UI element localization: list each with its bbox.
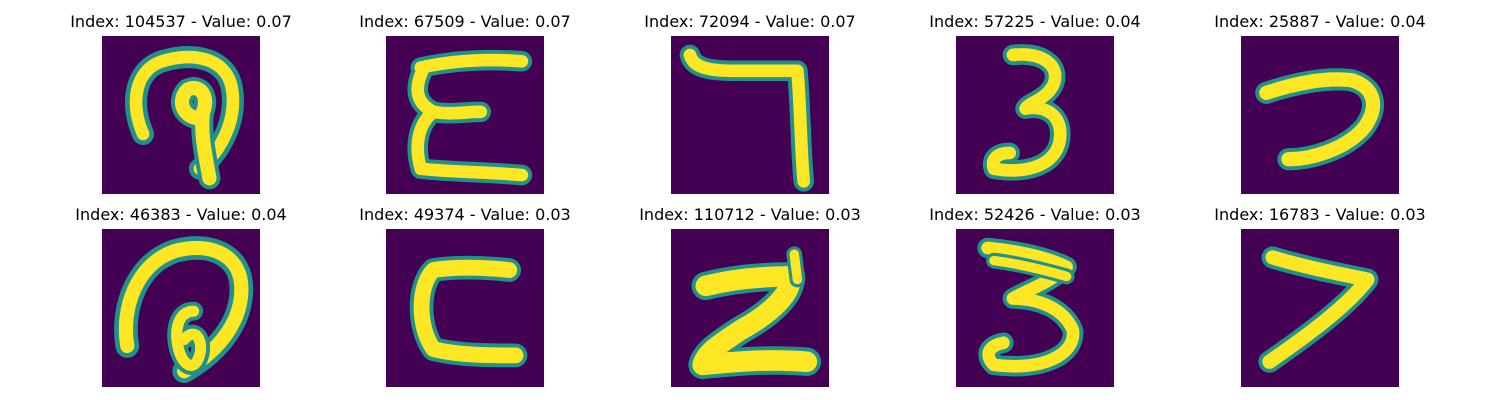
image-panel: Index: 52426 - Value: 0.03 xyxy=(893,205,1177,387)
glyph-image xyxy=(671,229,829,387)
glyph-image xyxy=(102,229,260,387)
glyph-image xyxy=(102,36,260,194)
panel-title: Index: 104537 - Value: 0.07 xyxy=(70,12,292,31)
panel-title: Index: 49374 - Value: 0.03 xyxy=(359,205,571,224)
image-panel: Index: 16783 - Value: 0.03 xyxy=(1178,205,1462,387)
glyph-image xyxy=(1241,229,1399,387)
image-panel: Index: 57225 - Value: 0.04 xyxy=(893,12,1177,194)
image-panel: Index: 104537 - Value: 0.07 xyxy=(39,12,323,194)
panel-title: Index: 46383 - Value: 0.04 xyxy=(75,205,287,224)
glyph-image xyxy=(956,36,1114,194)
glyph-image xyxy=(386,36,544,194)
image-panel: Index: 25887 - Value: 0.04 xyxy=(1178,12,1462,194)
glyph-image xyxy=(1241,36,1399,194)
image-panel: Index: 110712 - Value: 0.03 xyxy=(608,205,892,387)
glyph-image xyxy=(671,36,829,194)
panel-title: Index: 110712 - Value: 0.03 xyxy=(639,205,861,224)
panel-title: Index: 52426 - Value: 0.03 xyxy=(929,205,1141,224)
image-panel: Index: 72094 - Value: 0.07 xyxy=(608,12,892,194)
panel-title: Index: 67509 - Value: 0.07 xyxy=(359,12,571,31)
glyph-image xyxy=(956,229,1114,387)
panel-title: Index: 72094 - Value: 0.07 xyxy=(644,12,856,31)
panel-title: Index: 57225 - Value: 0.04 xyxy=(929,12,1141,31)
glyph-image xyxy=(386,229,544,387)
panel-title: Index: 16783 - Value: 0.03 xyxy=(1214,205,1426,224)
panel-title: Index: 25887 - Value: 0.04 xyxy=(1214,12,1426,31)
image-panel: Index: 49374 - Value: 0.03 xyxy=(323,205,607,387)
image-panel: Index: 67509 - Value: 0.07 xyxy=(323,12,607,194)
image-panel: Index: 46383 - Value: 0.04 xyxy=(39,205,323,387)
